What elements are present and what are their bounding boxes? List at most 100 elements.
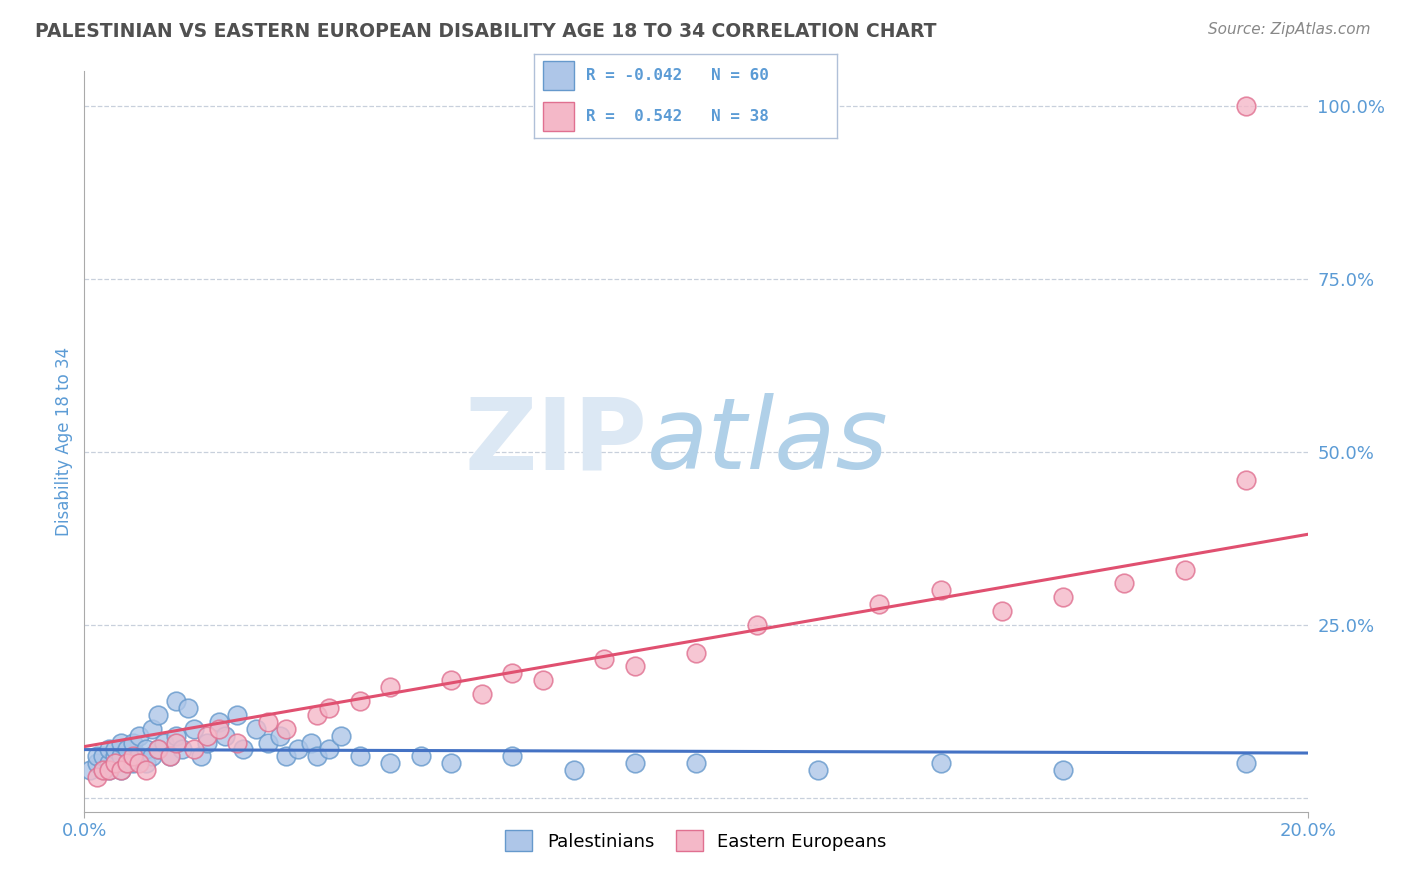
Bar	[543, 102, 574, 130]
Point	[115, 756, 138, 771]
Point	[97, 763, 120, 777]
Point	[153, 735, 176, 749]
Point	[141, 722, 163, 736]
Point	[991, 604, 1014, 618]
Point	[128, 756, 150, 771]
Point	[110, 749, 132, 764]
Point	[531, 673, 554, 688]
Point	[190, 749, 212, 764]
Point	[624, 756, 647, 771]
Text: PALESTINIAN VS EASTERN EUROPEAN DISABILITY AGE 18 TO 34 CORRELATION CHART: PALESTINIAN VS EASTERN EUROPEAN DISABILI…	[35, 22, 936, 41]
Point	[349, 694, 371, 708]
Point	[747, 618, 769, 632]
Point	[299, 735, 322, 749]
Point	[135, 756, 157, 771]
Point	[110, 735, 132, 749]
Point	[269, 729, 291, 743]
Point	[257, 714, 280, 729]
Point	[115, 756, 138, 771]
Point	[380, 756, 402, 771]
Point	[562, 763, 585, 777]
Point	[183, 722, 205, 736]
Point	[1114, 576, 1136, 591]
Point	[685, 756, 707, 771]
Point	[146, 742, 169, 756]
Point	[128, 749, 150, 764]
Point	[104, 742, 127, 756]
Point	[97, 742, 120, 756]
Text: Source: ZipAtlas.com: Source: ZipAtlas.com	[1208, 22, 1371, 37]
Point	[122, 756, 145, 771]
Point	[929, 583, 952, 598]
Point	[110, 763, 132, 777]
Point	[349, 749, 371, 764]
Text: ZIP: ZIP	[464, 393, 647, 490]
Point	[276, 722, 298, 736]
Point	[165, 694, 187, 708]
Point	[128, 729, 150, 743]
Point	[502, 666, 524, 681]
Point	[1174, 563, 1197, 577]
Point	[195, 729, 218, 743]
Point	[440, 756, 463, 771]
Point	[177, 701, 200, 715]
Point	[104, 756, 127, 771]
Bar	[543, 62, 574, 90]
Point	[208, 722, 231, 736]
Point	[146, 707, 169, 722]
Point	[318, 742, 340, 756]
Point	[97, 756, 120, 771]
Point	[104, 756, 127, 771]
Point	[471, 687, 494, 701]
Point	[135, 742, 157, 756]
Point	[929, 756, 952, 771]
Point	[1236, 99, 1258, 113]
Point	[86, 749, 108, 764]
Point	[183, 742, 205, 756]
Point	[122, 749, 145, 764]
Point	[685, 646, 707, 660]
Point	[165, 729, 187, 743]
Point	[159, 749, 181, 764]
Point	[91, 763, 114, 777]
Point	[86, 770, 108, 784]
Point	[380, 680, 402, 694]
Point	[226, 735, 249, 749]
Point	[257, 735, 280, 749]
Point	[276, 749, 298, 764]
Point	[245, 722, 267, 736]
Point	[104, 749, 127, 764]
Point	[1052, 591, 1074, 605]
Point	[807, 763, 830, 777]
Point	[409, 749, 432, 764]
Point	[318, 701, 340, 715]
Text: atlas: atlas	[647, 393, 889, 490]
Point	[91, 763, 114, 777]
Point	[593, 652, 616, 666]
Text: R =  0.542   N = 38: R = 0.542 N = 38	[586, 109, 769, 124]
Point	[226, 707, 249, 722]
Point	[115, 742, 138, 756]
Point	[869, 597, 891, 611]
Text: R = -0.042   N = 60: R = -0.042 N = 60	[586, 68, 769, 83]
Point	[122, 735, 145, 749]
Point	[146, 742, 169, 756]
Point	[195, 735, 218, 749]
Point	[1236, 756, 1258, 771]
Point	[165, 735, 187, 749]
Point	[86, 756, 108, 771]
Point	[1052, 763, 1074, 777]
Point	[330, 729, 353, 743]
Point	[208, 714, 231, 729]
Point	[141, 749, 163, 764]
Y-axis label: Disability Age 18 to 34: Disability Age 18 to 34	[55, 347, 73, 536]
Point	[232, 742, 254, 756]
Point	[91, 749, 114, 764]
Point	[305, 749, 328, 764]
Point	[79, 763, 101, 777]
Point	[1236, 473, 1258, 487]
Point	[110, 763, 132, 777]
Point	[135, 763, 157, 777]
Point	[287, 742, 309, 756]
Point	[159, 749, 181, 764]
